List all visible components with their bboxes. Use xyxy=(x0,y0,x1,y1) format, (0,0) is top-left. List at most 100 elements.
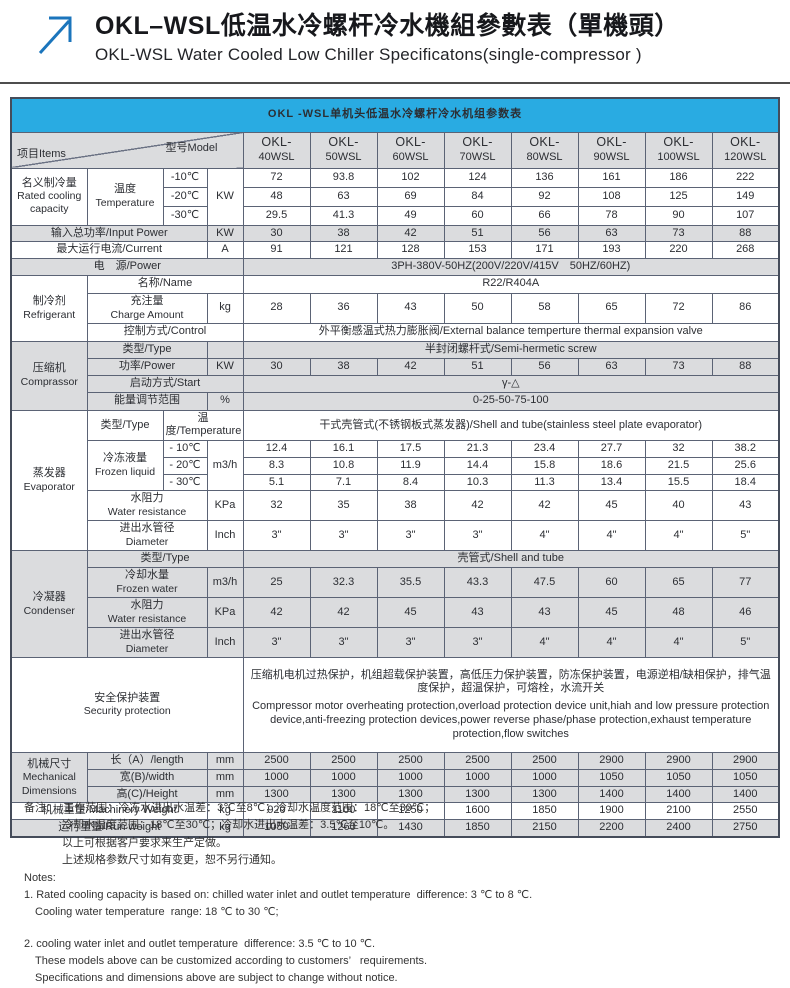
model-header-cell: OKL- 100WSL xyxy=(644,131,713,169)
section-label: 蒸发器 Evaporator xyxy=(10,409,88,552)
row-label: 水阻力 Water resistance xyxy=(86,490,208,522)
value-cell: 5.1 xyxy=(242,473,311,492)
row-label: 电 源/Power xyxy=(10,258,244,276)
temp-label: -20℃ xyxy=(162,186,208,207)
value-cell: 4" xyxy=(577,520,646,552)
table-row: 安全保护装置 Security protection 压缩机电机过热保护，机组超载… xyxy=(10,657,780,753)
value-cell: 43 xyxy=(376,292,445,324)
value-cell: 2500 xyxy=(443,752,512,770)
row-label: 水阻力 Water resistance xyxy=(86,597,208,629)
value-cell: 42 xyxy=(376,224,445,243)
value-cell: 40 xyxy=(644,490,713,522)
value-cell: 42 xyxy=(242,597,311,629)
note-line: Cooling water temperature range: 18 ℃ to… xyxy=(35,906,279,919)
page-title: OKL–WSL低温水冷螺杆冷水機組參數表（單機頭） xyxy=(95,12,680,40)
value-cell: 3" xyxy=(242,520,311,552)
value-cell: 1050 xyxy=(577,768,646,787)
value-cell: 1050 xyxy=(242,818,311,838)
row-label: 类型/Type xyxy=(86,340,208,359)
value-cell: 43 xyxy=(510,597,579,629)
value-cell: 66 xyxy=(510,205,579,226)
column-header-row: 项目Items 型号Model OKL- 40WSL OKL- 50WSL OKL- 60… xyxy=(10,131,780,169)
value-cell: 14.4 xyxy=(443,456,512,475)
page-header: OKL–WSL低温水冷螺杆冷水機組參數表（單機頭） OKL-WSL Water … xyxy=(0,0,790,84)
page-subtitle: OKL-WSL Water Cooled Low Chiller Specifi… xyxy=(95,45,642,64)
unit-cell xyxy=(206,340,244,359)
value-cell: 1000 xyxy=(309,768,378,787)
value-cell: 46 xyxy=(711,597,780,629)
unit-cell: mm xyxy=(206,768,244,787)
value-cell: 2150 xyxy=(510,818,579,838)
value-cell: 7.1 xyxy=(309,473,378,492)
unit-cell: mm xyxy=(206,752,244,770)
value-cell: 90 xyxy=(644,205,713,226)
security-text-en: Compressor motor overheating protection,… xyxy=(252,700,770,740)
value-cell: 38 xyxy=(309,224,378,243)
value-cell: 2500 xyxy=(309,752,378,770)
unit-cell: Inch xyxy=(206,627,244,658)
note-line: 以上可根据客户要求来生产定做。 xyxy=(62,836,227,849)
section-label: 压缩机 Comprassor xyxy=(10,340,88,411)
value-cell: 5" xyxy=(711,520,780,552)
unit-cell: Inch xyxy=(206,520,244,552)
value-cell: 136 xyxy=(510,167,579,188)
value-cell: 43 xyxy=(443,597,512,629)
table-banner: OKL -WSL单机头低温水冷螺杆冷水机组参数表 xyxy=(10,97,780,133)
value-cell: 35 xyxy=(309,490,378,522)
unit-cell: A xyxy=(206,241,244,259)
table-row: 冷凝器 Condenser 类型/Type 壳管式/Shell and tube xyxy=(10,550,780,658)
model-header-cell: OKL- 40WSL xyxy=(242,131,311,169)
value-cell: 30 xyxy=(242,224,311,243)
value-cell: γ-△ xyxy=(242,374,780,393)
value-cell: 63 xyxy=(577,357,646,376)
value-cell: 43 xyxy=(711,490,780,522)
value-cell: 18.6 xyxy=(577,456,646,475)
value-cell: 72 xyxy=(242,167,311,188)
value-cell: 65 xyxy=(577,292,646,324)
row-label: 温度/Temperature xyxy=(162,409,244,442)
value-cell: 51 xyxy=(443,224,512,243)
spec-table: OKL -WSL单机头低温水冷螺杆冷水机组参数表 项目Items 型号Model… xyxy=(10,97,780,838)
value-cell: 125 xyxy=(644,186,713,207)
value-cell: 1900 xyxy=(577,802,646,820)
value-cell: 73 xyxy=(644,224,713,243)
value-cell: 30 xyxy=(242,357,311,376)
value-cell: 11.3 xyxy=(510,473,579,492)
value-cell: 3" xyxy=(443,627,512,658)
table-row: 宽(B)/width mm 1000 1000 1000 1000 1000 1050 10… xyxy=(11,768,780,787)
value-cell: 29.5 xyxy=(242,205,311,226)
value-cell: 38 xyxy=(376,490,445,522)
value-cell: 107 xyxy=(711,205,780,226)
corner-cell: 项目Items 型号Model xyxy=(10,131,244,169)
value-cell: 153 xyxy=(443,241,512,259)
table-row: - 20℃ 8.3 10.8 11.9 14.4 15.8 18.6 21.5 25.6 xyxy=(11,456,780,475)
table-row: 制冷剂 Refrigerant 名称/Name R22/R404A xyxy=(10,274,780,342)
value-cell: 18.4 xyxy=(711,473,780,492)
table-row: 充注量 Charge Amount kg 28 36 43 50 58 65 72 86 xyxy=(11,292,780,324)
value-cell: 2900 xyxy=(577,752,646,770)
value-cell: 3PH-380V-50HZ(200V/220V/415V 50HZ/60HZ) xyxy=(242,258,780,276)
note-line: 备注： 工作范围：冷冻水进出水温差：3℃至8℃；冷却水温度范围：18℃至30℃； xyxy=(24,802,436,814)
value-cell: 13.4 xyxy=(577,473,646,492)
value-cell: 4" xyxy=(644,627,713,658)
value-cell: 21.3 xyxy=(443,440,512,458)
unit-cell: KW xyxy=(206,167,244,226)
value-cell: 10.8 xyxy=(309,456,378,475)
value-cell: 半封闭螺杆式/Semi-hermetic screw xyxy=(242,340,780,359)
temp-label: -30℃ xyxy=(162,205,208,226)
value-cell: 193 xyxy=(577,241,646,259)
table-row: 机械尺寸 Mechanical Dimensions 长（A）/length mm … xyxy=(10,751,780,804)
northeast-arrow-icon xyxy=(38,16,72,55)
value-cell: 93.8 xyxy=(309,167,378,188)
table-row: 高(C)/Height mm 1300 1300 1300 1300 1300 1400 1… xyxy=(11,785,780,804)
value-cell: 4" xyxy=(644,520,713,552)
value-cell: 3" xyxy=(242,627,311,658)
value-cell: 161 xyxy=(577,167,646,188)
model-header-cell: OKL- 90WSL xyxy=(577,131,646,169)
value-cell: 42 xyxy=(510,490,579,522)
value-cell: 41.3 xyxy=(309,205,378,226)
unit-cell: m3/h xyxy=(206,440,244,492)
model-header-cell: OKL- 60WSL xyxy=(376,131,445,169)
value-cell: 222 xyxy=(711,167,780,188)
value-cell: 73 xyxy=(644,357,713,376)
